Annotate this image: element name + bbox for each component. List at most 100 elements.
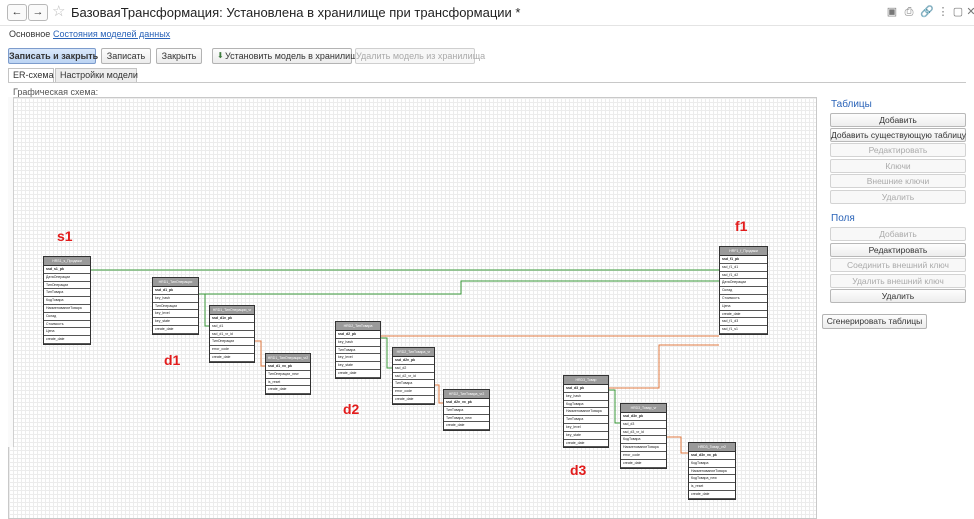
entity-d3b[interactable]: HRD3_Товар_vr ssd_d3v_pk ssd_d3 ssd_d3_vr_i… — [620, 403, 667, 469]
entity-field[interactable]: НаименованиеТовара — [44, 305, 90, 313]
entity-field[interactable]: key_level — [564, 424, 608, 432]
entity-field[interactable]: Цена — [720, 303, 767, 311]
nav-main[interactable]: Основное — [9, 29, 51, 39]
entity-field[interactable]: ssd_f1_d1 — [720, 264, 767, 272]
entity-field[interactable]: key_level — [153, 310, 198, 319]
entity-field[interactable]: create_date — [210, 354, 254, 362]
table-foreign-keys-button[interactable]: Внешние ключи — [830, 174, 966, 188]
entity-f1[interactable]: HRF1_f_Продажи ssd_f1_pk ssd_f1_d1 ssd_f1_d… — [719, 246, 768, 335]
tab-er-schema[interactable]: ER-схема — [8, 68, 54, 83]
generate-tables-button[interactable]: Сгенерировать таблицы — [822, 314, 927, 329]
entity-field[interactable]: ssd_d1_vr_id — [210, 331, 254, 339]
entity-field[interactable]: ssd_d3v_vx_pk — [689, 452, 735, 460]
entity-field[interactable]: ssd_d2_vr_id — [393, 373, 434, 381]
back-button[interactable]: ← — [7, 4, 27, 21]
entity-field[interactable]: error_code — [210, 346, 254, 354]
entity-field[interactable]: key_level — [336, 354, 380, 363]
table-add-existing-button[interactable]: Добавить существующую таблицу — [830, 128, 967, 142]
entity-d2[interactable]: HRD2_ТипТовара ssd_d2_pk key_hash ТипТовара… — [335, 321, 381, 379]
entity-field[interactable]: create_date — [153, 326, 198, 334]
entity-d2c[interactable]: HRD2_ТипТовара_vr2 ssd_d2v_vx_pk ТипТовара… — [443, 389, 490, 432]
entity-field[interactable]: create_date — [266, 386, 310, 395]
entity-field[interactable]: create_date — [336, 370, 380, 378]
entity-d1c[interactable]: HRD1_ТипОперации_vr2 ssd_d1_vx_pk ТипОпера… — [265, 353, 311, 396]
entity-field[interactable]: Стоимость — [720, 295, 767, 303]
entity-field[interactable]: КодТовара_new — [689, 475, 735, 484]
nav-model-states-link[interactable]: Состояния моделей данных — [53, 29, 171, 39]
er-diagram-canvas[interactable]: s1 d1 d2 d3 f1 HRS1_s_Продажи ssd_s1_pk Да… — [8, 97, 817, 519]
entity-field[interactable]: Склад — [44, 313, 90, 321]
entity-field[interactable]: ssd_f1_s1 — [720, 326, 767, 334]
entity-field[interactable]: create_date — [720, 311, 767, 319]
field-connect-fk-button[interactable]: Соединить внешний ключ — [830, 258, 966, 272]
entity-field[interactable]: ssd_f1_d3 — [720, 318, 767, 327]
field-edit-button[interactable]: Редактировать — [830, 243, 966, 257]
tab-model-settings[interactable]: Настройки модели — [55, 68, 138, 82]
table-keys-button[interactable]: Ключи — [830, 159, 966, 173]
entity-d3c[interactable]: HRD3_Товар_vr2 ssd_d3v_vx_pk КодТовара Наим… — [688, 442, 736, 500]
entity-field[interactable]: ssd_d1_vx_pk — [266, 363, 310, 371]
entity-field[interactable]: ТипТовара — [393, 380, 434, 389]
table-edit-button[interactable]: Редактировать — [830, 143, 966, 157]
entity-field[interactable]: key_state — [336, 362, 380, 370]
entity-field[interactable]: ТипТовара — [336, 347, 380, 355]
table-delete-button[interactable]: Удалить — [830, 190, 966, 204]
more-menu-icon[interactable]: ⋮ — [937, 6, 949, 18]
entity-field[interactable]: КодТовара — [564, 401, 608, 409]
entity-field[interactable]: Склад — [720, 287, 767, 295]
entity-field[interactable]: key_hash — [336, 339, 380, 347]
entity-d2b[interactable]: HRD2_ТипТовара_vr ssd_d2v_pk ssd_d2 ssd_d2_… — [392, 347, 435, 405]
entity-field[interactable]: Цена — [44, 328, 90, 337]
entity-field[interactable]: ТипТовара_new — [444, 415, 489, 423]
entity-field[interactable]: ssd_d3_pk — [564, 385, 608, 393]
entity-field[interactable]: ТипТовара — [44, 289, 90, 298]
entity-field[interactable]: key_hash — [564, 393, 608, 401]
forward-button[interactable]: → — [28, 4, 48, 21]
entity-field[interactable]: ssd_d1v_pk — [210, 315, 254, 323]
entity-field[interactable]: ssd_d2_pk — [336, 331, 380, 339]
entity-field[interactable]: КодТовара — [44, 297, 90, 305]
field-delete-button[interactable]: Удалить — [830, 289, 966, 303]
entity-field[interactable]: error_code — [393, 388, 434, 396]
entity-field[interactable]: create_date — [564, 440, 608, 448]
entity-field[interactable]: НаименованиеТовара — [621, 444, 666, 452]
link-icon[interactable]: 🔗 — [920, 6, 934, 18]
print-icon[interactable]: ⎙ — [904, 6, 914, 18]
entity-d1b[interactable]: HRD1_ТипОперации_vr ssd_d1v_pk ssd_d1 ssd_d… — [209, 305, 255, 363]
entity-field[interactable]: КодТовара — [621, 436, 666, 445]
favorite-star-icon[interactable]: ☆ — [52, 3, 66, 20]
save-button[interactable]: Записать — [101, 48, 151, 64]
entity-field[interactable]: ssd_f1_d2 — [720, 272, 767, 280]
entity-d3[interactable]: HRD3_Товар ssd_d3_pk key_hash КодТовара Наим… — [563, 375, 609, 449]
entity-field[interactable]: ssd_d3v_pk — [621, 413, 666, 421]
entity-field[interactable]: create_date — [444, 422, 489, 431]
install-model-button[interactable]: ⬇ Установить модель в хранилище — [212, 48, 363, 64]
field-delete-fk-button[interactable]: Удалить внешний ключ — [830, 274, 966, 288]
remove-model-button[interactable]: Удалить модель из хранилища — [355, 48, 485, 64]
save-and-close-button[interactable]: Записать и закрыть — [8, 48, 98, 64]
entity-d1[interactable]: HRD1_ТипОперации ssd_d1_pk key_hash ТипОпер… — [152, 277, 199, 335]
entity-field[interactable]: ТипОперации_new — [266, 371, 310, 379]
entity-field[interactable]: КодТовара — [689, 460, 735, 468]
entity-field[interactable]: ssd_d2v_pk — [393, 357, 434, 365]
entity-field[interactable]: ДатаОперации — [44, 274, 90, 282]
entity-field[interactable]: ssd_d3_vr_id — [621, 429, 666, 437]
entity-field[interactable]: key_state — [153, 318, 198, 326]
entity-field[interactable]: ТипОперации — [210, 338, 254, 347]
entity-s1[interactable]: HRS1_s_Продажи ssd_s1_pk ДатаОперации ТипОп… — [43, 256, 91, 345]
entity-field[interactable]: ТипОперации — [44, 282, 90, 290]
entity-field[interactable]: create_date — [621, 460, 666, 468]
entity-field[interactable]: ТипОперации — [153, 303, 198, 311]
entity-field[interactable]: create_date — [689, 491, 735, 499]
entity-field[interactable]: НаименованиеТовара — [564, 408, 608, 417]
entity-field[interactable]: create_date — [393, 396, 434, 404]
entity-field[interactable]: is_reset — [266, 379, 310, 387]
field-add-button[interactable]: Добавить — [830, 227, 966, 241]
entity-field[interactable]: ssd_d2v_vx_pk — [444, 399, 489, 407]
entity-field[interactable]: ssd_d1 — [210, 323, 254, 331]
maximize-icon[interactable]: ▢ — [952, 6, 964, 18]
entity-field[interactable]: create_date — [44, 336, 90, 344]
entity-field[interactable]: key_hash — [153, 295, 198, 303]
entity-field[interactable]: ТипТовара — [444, 407, 489, 415]
table-add-button[interactable]: Добавить — [830, 113, 966, 127]
